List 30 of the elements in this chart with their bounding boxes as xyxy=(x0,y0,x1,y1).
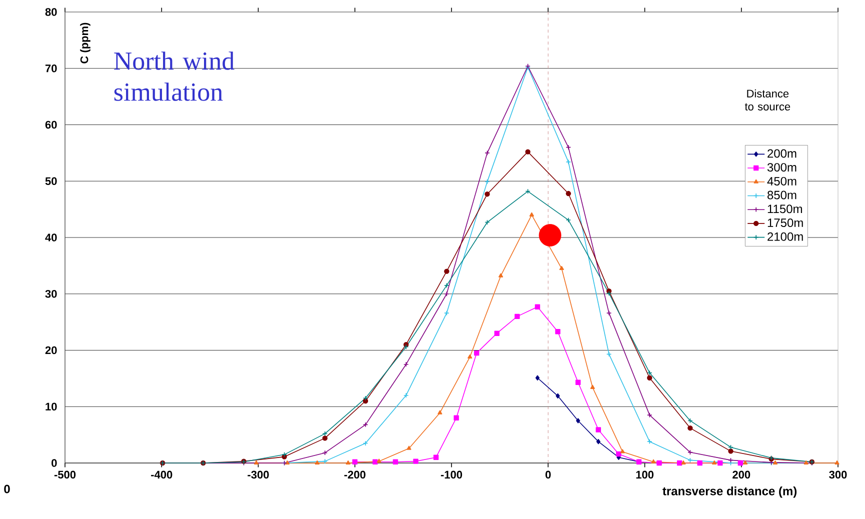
y-tick-label: 40 xyxy=(45,234,57,242)
legend-label: 1750m xyxy=(768,218,803,228)
legend-label: 200m xyxy=(768,149,796,158)
y-tick-label: 30 xyxy=(45,290,57,298)
legend-label: 300m xyxy=(767,163,796,172)
legend-label: 2100m xyxy=(768,232,803,241)
y-tick-label: 0 xyxy=(52,459,57,467)
x-tick-label: -300 xyxy=(248,470,269,479)
x-axis-title: transverse distance (m) xyxy=(662,486,797,498)
text: 0 xyxy=(4,484,10,494)
x-tick-label: 300 xyxy=(829,470,847,479)
x-tick-label: 100 xyxy=(636,470,654,479)
legend-label: 1150m xyxy=(768,204,802,214)
y-tick-label: 10 xyxy=(46,402,57,411)
legend-label: 450m xyxy=(767,176,796,186)
y-axis-title: C (ppm) xyxy=(80,22,90,64)
y-tick-label: 70 xyxy=(45,64,57,72)
x-tick-label: -400 xyxy=(151,470,172,479)
y-tick-label: 20 xyxy=(45,346,57,354)
y-tick-label: 60 xyxy=(45,120,57,129)
x-tick-label: 200 xyxy=(732,470,750,479)
y-tick-label: 50 xyxy=(45,177,57,186)
x-tick-label: 0 xyxy=(546,470,551,479)
x-tick-label: -500 xyxy=(54,470,76,479)
x-tick-label: -200 xyxy=(344,470,366,479)
legend-title: Distance to source xyxy=(744,89,790,110)
annotation: North wind simulation xyxy=(114,52,234,101)
legend-label: 850m xyxy=(767,190,796,200)
x-tick-label: -100 xyxy=(440,470,462,479)
y-tick-label: 80 xyxy=(45,8,57,16)
